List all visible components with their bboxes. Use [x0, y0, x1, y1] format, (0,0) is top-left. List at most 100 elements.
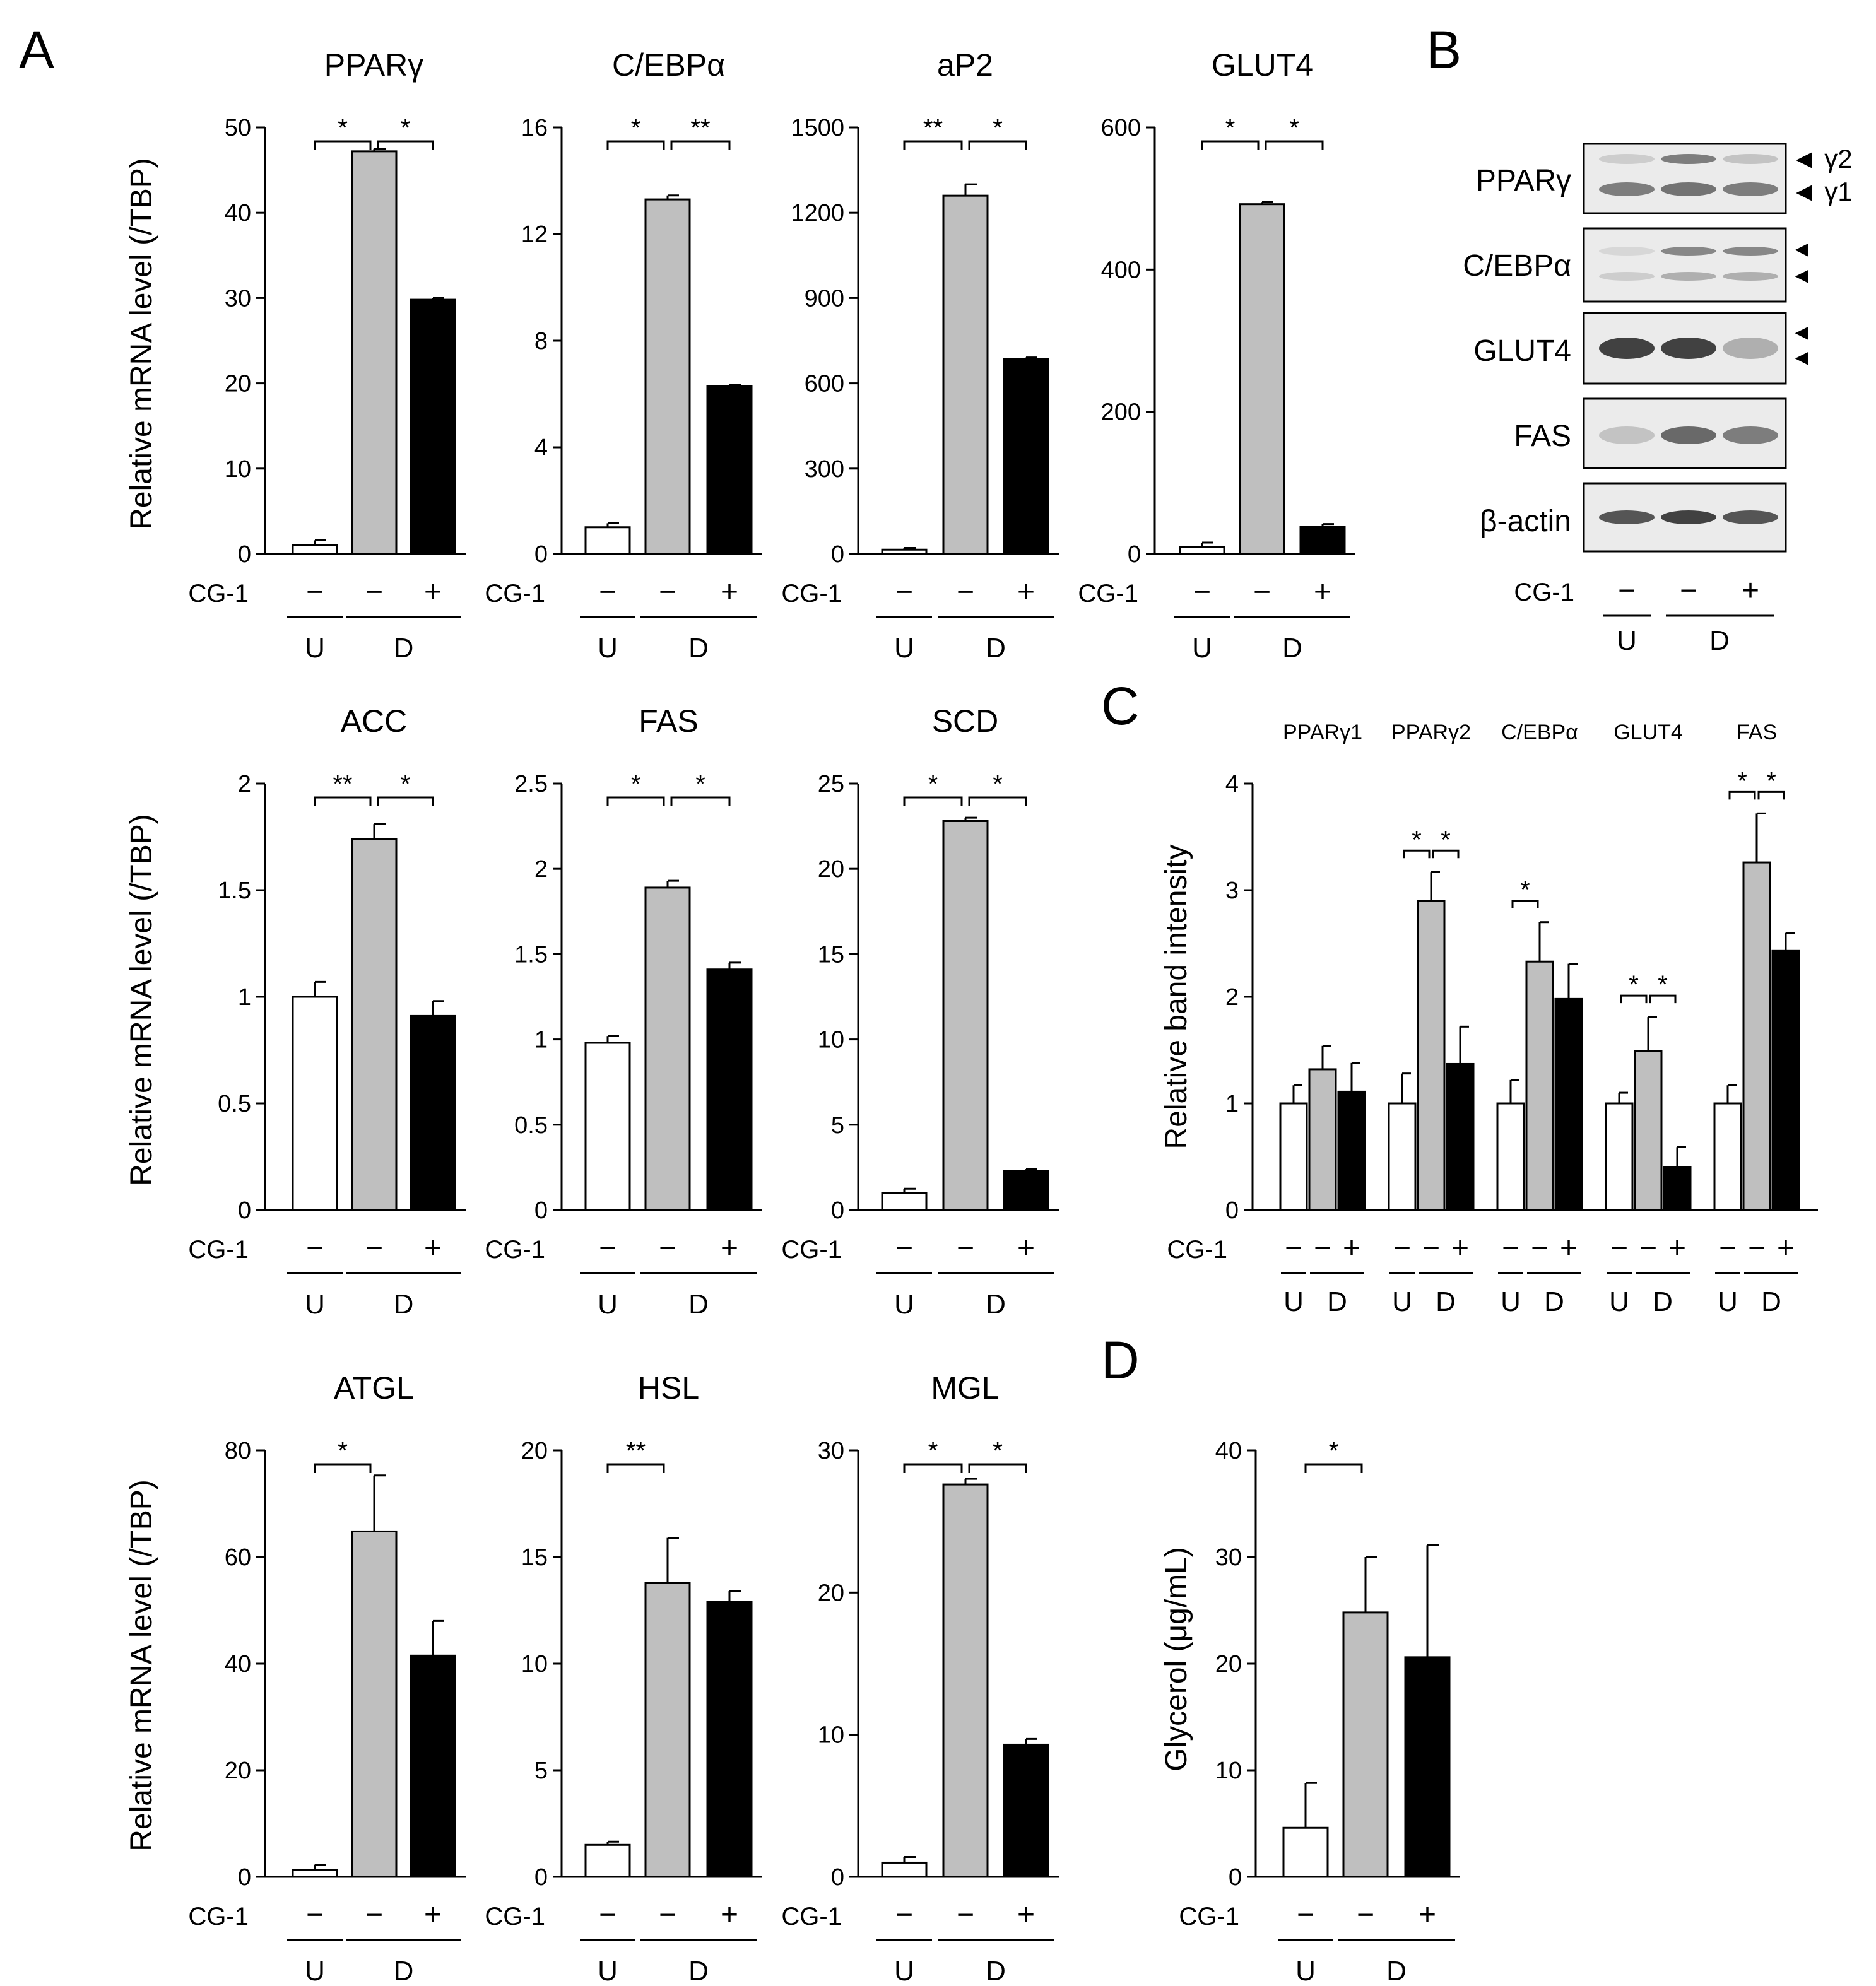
chart-atgl: ATGL 0 20 40 60 80 * CG-1 − − + U D	[188, 1370, 466, 1986]
band-group-name-4: FAS	[1737, 720, 1777, 744]
blot-row-0	[1583, 143, 1787, 214]
blot-band-1-1-0	[1599, 272, 1655, 281]
group-label-u-acc: U	[305, 1289, 325, 1320]
bracket-line-mgl-1	[968, 1463, 1027, 1473]
bar-cebpa-2	[706, 385, 753, 555]
y-tick-label-scd: 25	[818, 771, 844, 797]
band-group-label-d-1: D	[1436, 1286, 1456, 1317]
bar-hsl-0	[584, 1843, 631, 1878]
group-label-u-ap2: U	[894, 633, 914, 664]
band-sign-0-0: −	[1285, 1231, 1302, 1265]
bracket-band-3-1	[1649, 994, 1677, 1004]
y-tick-label-hsl: 0	[534, 1864, 548, 1891]
bracket-line-hsl-0	[606, 1463, 665, 1473]
band-sign-3-0: −	[1610, 1231, 1628, 1265]
treatment-sign-fas-0: −	[599, 1231, 616, 1265]
bar-cebpa-1	[644, 198, 691, 555]
signif-label-band-2-0: *	[1520, 876, 1530, 904]
chart-mgl: MGL 0 10 20 30 * * CG-1 − − + U D	[781, 1370, 1059, 1986]
bar-band-3-2	[1663, 1166, 1692, 1211]
blot-band-4-0-1	[1661, 510, 1716, 524]
treatment-sign-cebpa-2: +	[721, 575, 738, 609]
group-label-d-scd: D	[986, 1289, 1006, 1320]
blot-arrow-pparg-g2: ◄ γ2	[1791, 144, 1853, 173]
bar-ap2-1	[942, 194, 989, 555]
signif-bracket-atgl-0: *	[314, 1437, 372, 1473]
ylabel-row2: Relative mRNA level (/TBP)	[125, 814, 158, 1185]
signif-label-mgl-1: *	[993, 1437, 1003, 1465]
treatment-sign-ap2-2: +	[1017, 575, 1035, 609]
blot-band-1-1-2	[1723, 272, 1778, 281]
y-tick-label-pparg: 30	[225, 285, 251, 312]
blot-label-fas: FAS	[1514, 420, 1571, 453]
chart-title-scd: SCD	[932, 703, 999, 739]
group-label-d-hsl: D	[688, 1956, 709, 1986]
bar-fas-1	[644, 886, 691, 1211]
bracket-band-1-0	[1403, 849, 1431, 859]
bracket-band-4-0	[1728, 790, 1756, 800]
group-label-u-atgl: U	[305, 1956, 325, 1986]
y-tick-label-glycerol: 20	[1215, 1651, 1242, 1678]
bar-band-0-0	[1279, 1102, 1308, 1211]
signif-label-pparg-0: *	[338, 114, 348, 142]
bar-hsl-1	[644, 1582, 691, 1878]
group-label-d-cebpa: D	[688, 633, 709, 664]
y-tick-label-band: 3	[1225, 878, 1239, 904]
blot-sign-u: −	[1618, 574, 1636, 608]
bar-band-3-0	[1605, 1102, 1634, 1211]
y-tick-label-mgl: 20	[818, 1580, 844, 1606]
bar-band-0-1	[1308, 1068, 1337, 1211]
treatment-sign-fas-1: −	[659, 1231, 676, 1265]
bar-band-2-1	[1525, 960, 1554, 1211]
band-sign-0-1: −	[1314, 1231, 1331, 1265]
bar-glut4-1	[1239, 203, 1285, 555]
band-sign-0-2: +	[1343, 1231, 1360, 1265]
chart-fas: FAS 0 0.5 1 1.5 2 2.5 * * CG-1 − − + U D	[485, 703, 762, 1320]
signif-label-band-1-1: *	[1441, 826, 1451, 854]
bar-scd-1	[942, 820, 989, 1211]
ylabel-band-intensity: Relative band intensity	[1160, 845, 1193, 1149]
band-group-0: PPARγ1− − +U D	[1279, 720, 1366, 1317]
y-tick-label-scd: 5	[831, 1112, 844, 1139]
band-sign-4-0: −	[1719, 1231, 1737, 1265]
band-sign-4-2: +	[1777, 1231, 1795, 1265]
bracket-line-ap2-1	[968, 140, 1027, 150]
y-tick-label-fas: 0	[534, 1197, 548, 1224]
signif-bracket-mgl-1: *	[968, 1437, 1027, 1473]
bar-band-0-2	[1337, 1090, 1366, 1211]
bracket-line-fas-1	[670, 796, 731, 806]
treatment-sign-acc-2: +	[424, 1231, 442, 1265]
cg1-label-glycerol: CG-1	[1179, 1903, 1239, 1930]
ylabel-glycerol: Glycerol (μg/mL)	[1160, 1547, 1193, 1772]
y-tick-label-pparg: 20	[225, 371, 251, 397]
treatment-sign-scd-0: −	[895, 1231, 913, 1265]
band-group-label-u-4: U	[1718, 1286, 1738, 1317]
bracket-line-pparg-1	[377, 140, 434, 150]
blot-arrow-glut4-2: ◄	[1791, 346, 1812, 370]
band-sign-1-1: −	[1422, 1231, 1440, 1265]
bar-pparg-0	[292, 544, 338, 555]
chart-hsl: HSL 0 5 10 15 20 ** CG-1 − − + U D	[485, 1370, 762, 1986]
band-sign-2-1: −	[1531, 1231, 1549, 1265]
signif-label-pparg-1: *	[401, 114, 411, 142]
y-tick-label-fas: 1.5	[514, 941, 548, 968]
chart-title-acc: ACC	[341, 703, 408, 739]
bracket-band-1-1	[1432, 849, 1460, 859]
group-label-u-pparg: U	[305, 633, 325, 664]
band-group-1: PPARγ2* *− − +U D	[1388, 720, 1475, 1317]
group-label-u-glycerol: U	[1295, 1956, 1316, 1986]
y-tick-label-band: 0	[1225, 1197, 1239, 1224]
signif-bracket-pparg-0: *	[314, 114, 372, 150]
bracket-line-atgl-0	[314, 1463, 372, 1473]
group-label-u-hsl: U	[598, 1956, 618, 1986]
blot-band-1-1-1	[1661, 272, 1716, 281]
treatment-sign-mgl-2: +	[1017, 1898, 1035, 1932]
chart-title-fas: FAS	[639, 703, 698, 739]
y-tick-label-glycerol: 0	[1229, 1864, 1242, 1891]
signif-label-ap2-0: **	[923, 114, 943, 142]
panel-letter-c: C	[1101, 676, 1140, 736]
blot-band-0-0-1	[1661, 182, 1716, 196]
cg1-label-glut4: CG-1	[1078, 580, 1138, 608]
signif-label-cebpa-0: *	[631, 114, 641, 142]
